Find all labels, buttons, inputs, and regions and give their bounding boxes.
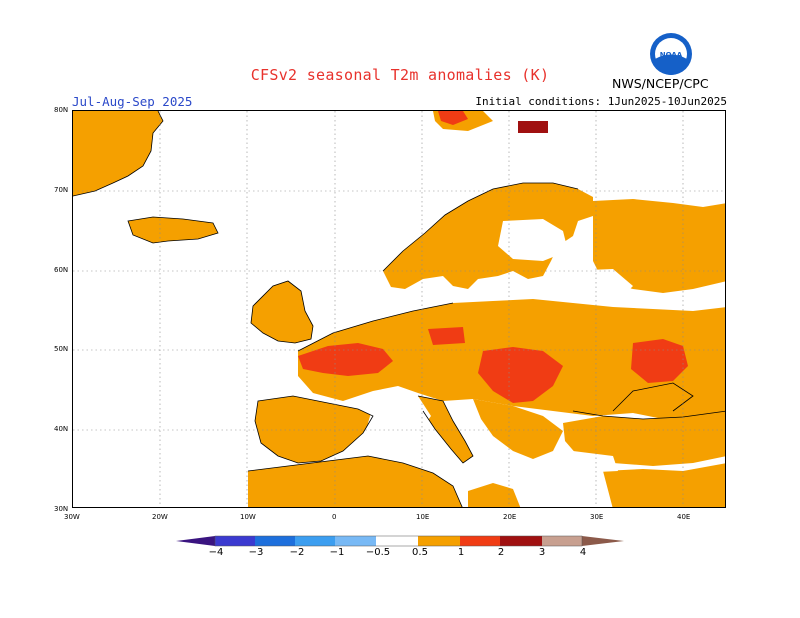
colorbar-arrow-above-4 (582, 536, 624, 546)
colorbar-label-m4: −4 (208, 547, 224, 558)
colorbar-bin-p1-p2 (460, 536, 500, 546)
colorbar (176, 535, 624, 547)
lat-label-50n: 50N (54, 345, 69, 353)
map-canvas (73, 111, 725, 507)
colorbar-label-p4: 4 (579, 547, 587, 558)
colorbar-bin-neutral (376, 536, 418, 546)
colorbar-label-m3: −3 (248, 547, 264, 558)
lon-label-20e: 20E (503, 513, 517, 521)
colorbar-label-p2: 2 (497, 547, 505, 558)
colorbar-bin-m4-m3 (215, 536, 255, 546)
colorbar-label-m2: −2 (289, 547, 305, 558)
colorbar-arrow-below-4 (176, 536, 215, 546)
colorbar-label-p1: 1 (457, 547, 465, 558)
initial-conditions: Initial conditions: 1Jun2025-10Jun2025 (475, 95, 727, 108)
colorbar-label-m1: −1 (329, 547, 345, 558)
lon-label-40e: 40E (677, 513, 691, 521)
lat-label-30n: 30N (54, 505, 69, 513)
colorbar-bin-p3-p4 (542, 536, 582, 546)
colorbar-bin-p2-p3 (500, 536, 542, 546)
agency-label: NWS/NCEP/CPC (612, 76, 709, 91)
logo-text: NOAA (660, 51, 683, 59)
coastlines (73, 111, 725, 507)
graticule (73, 111, 725, 507)
anomaly-map (72, 110, 726, 508)
lat-label-70n: 70N (54, 186, 69, 194)
lon-label-10e: 10E (416, 513, 430, 521)
colorbar-label-p05: 0.5 (412, 547, 428, 558)
lon-label-30w: 30W (64, 513, 80, 521)
lon-label-0: 0 (332, 513, 337, 521)
lon-label-10w: 10W (240, 513, 256, 521)
lon-label-30e: 30E (590, 513, 604, 521)
colorbar-bin-m2-m1 (295, 536, 335, 546)
noaa-logo: NOAA (650, 33, 692, 75)
lat-label-80n: 80N (54, 106, 69, 114)
lat-label-60n: 60N (54, 266, 69, 274)
anomaly-2-3-regions (518, 121, 548, 133)
lon-label-20w: 20W (152, 513, 168, 521)
lat-label-40n: 40N (54, 425, 69, 433)
colorbar-bin-m1-m05 (335, 536, 376, 546)
colorbar-bin-p05-p1 (418, 536, 460, 546)
colorbar-label-p3: 3 (538, 547, 546, 558)
map-title: CFSv2 seasonal T2m anomalies (K) (250, 66, 550, 84)
colorbar-bin-m3-m2 (255, 536, 295, 546)
forecast-period: Jul-Aug-Sep 2025 (72, 94, 193, 109)
anomaly-05-1-regions (73, 111, 725, 507)
colorbar-label-m05: −0.5 (365, 547, 391, 558)
